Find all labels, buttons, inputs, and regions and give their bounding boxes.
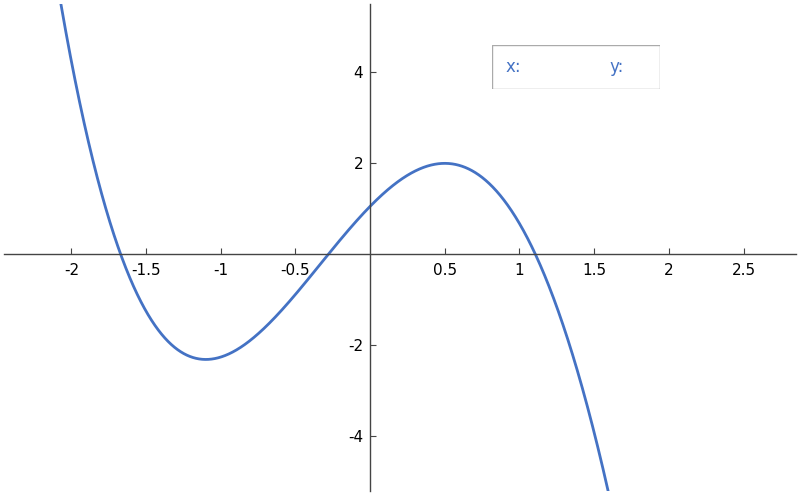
Text: x:: x:: [506, 58, 521, 76]
Text: y:: y:: [610, 58, 624, 76]
